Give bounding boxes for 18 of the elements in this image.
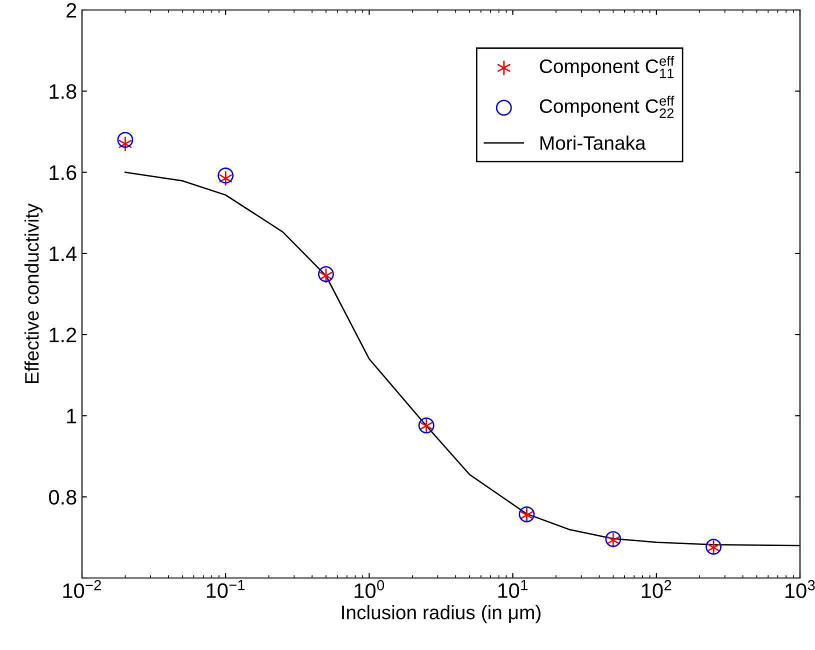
legend-label: Mori-Tanaka [540,136,646,150]
y-tick-label: 2 [66,3,76,18]
x-axis-title: Inclusion radius (in μm) [342,605,540,624]
x-tick-label: 10$^{1}$ [498,580,528,598]
y-tick-label: 1 [67,408,76,424]
x-tick-label: 10$^{3}$ [786,580,815,598]
legend-label: Component C$^{eff}$$_{11}$ [540,56,674,78]
x-tick-label: 10$^{0}$ [354,580,384,598]
y-tick-label: 1.8 [50,84,76,99]
y-axis-title: Effective conductivity [24,203,43,384]
y-tick-label: 1.2 [50,328,76,342]
x-tick-label: 10$^{−1}$ [206,580,245,598]
x-tick-label: 10$^{2}$ [642,580,672,598]
y-tick-label: 0.8 [48,490,76,505]
x-tick-label: 10$^{−2}$ [63,580,101,598]
y-tick-label: 1.4 [50,246,77,261]
legend-label: Component C$^{eff}$$_{22}$ [540,96,674,118]
y-tick-label: 1.6 [50,165,76,180]
